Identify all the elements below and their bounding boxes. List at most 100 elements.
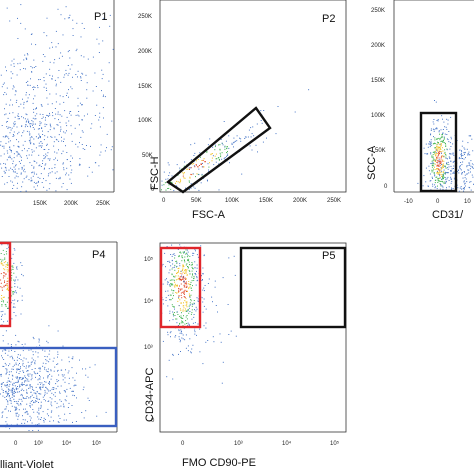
p1-point — [52, 46, 53, 48]
p3-point — [445, 126, 447, 128]
p3-point — [469, 162, 471, 164]
p1-point — [25, 124, 27, 125]
p5-point — [222, 277, 224, 279]
p1-point — [19, 155, 21, 157]
p4-point — [31, 374, 33, 376]
p4-point — [57, 330, 59, 332]
p4-point — [15, 413, 17, 415]
p4-point — [1, 416, 3, 418]
p3-point — [450, 170, 452, 171]
p4-point — [52, 387, 54, 388]
p1-point — [41, 182, 43, 183]
p4-point — [6, 384, 8, 385]
p1-point — [99, 154, 101, 156]
p1-point — [28, 120, 30, 122]
p3-point — [471, 138, 473, 140]
p3-point — [432, 156, 434, 158]
p2-point — [219, 149, 221, 151]
p2-point — [198, 189, 200, 191]
p1-point — [6, 70, 7, 72]
p3-point — [440, 160, 442, 162]
p5-point — [187, 309, 189, 311]
p4-point — [25, 411, 27, 413]
p1-point — [44, 56, 46, 58]
p3-point — [441, 166, 443, 168]
p3-point — [445, 167, 447, 169]
p4-point — [1, 384, 3, 386]
p4-point — [47, 368, 49, 370]
p1-point — [53, 127, 55, 129]
p4-point — [31, 387, 33, 389]
p5-point — [171, 260, 173, 262]
p4-point — [13, 248, 15, 250]
p5-point — [171, 283, 173, 285]
p4-point — [66, 395, 68, 397]
p3-point — [463, 181, 465, 183]
p3-point — [422, 185, 424, 187]
p4-point — [48, 361, 50, 363]
p4-point — [26, 380, 28, 382]
p4-point — [15, 276, 17, 278]
p4-point — [29, 384, 31, 385]
p4-point — [39, 398, 40, 400]
p4-point — [4, 257, 6, 259]
p1-point — [47, 136, 49, 138]
p1-point — [12, 160, 14, 162]
p2-point — [199, 152, 201, 154]
p2-xtick-250k: 250K — [327, 198, 341, 204]
p4-point — [2, 277, 4, 279]
p1-point — [67, 74, 69, 76]
p4-point — [1, 298, 3, 300]
p3-point — [449, 153, 451, 155]
p1-point — [11, 169, 13, 170]
p3-point — [450, 170, 452, 172]
p4-point — [64, 390, 66, 392]
p4-point — [35, 393, 37, 395]
p1-point — [59, 114, 61, 116]
p4-xlabel: lliant-Violet — [0, 459, 54, 471]
p5-point — [191, 280, 193, 282]
p1-point — [8, 138, 10, 140]
p1-point — [77, 97, 79, 99]
p3-point — [445, 146, 447, 147]
p3-point — [440, 167, 442, 169]
p3-point — [441, 134, 443, 136]
p1-point — [44, 123, 46, 125]
p3-point — [470, 171, 471, 173]
p4-point — [30, 349, 32, 351]
p3-point — [436, 188, 438, 190]
p5-point — [178, 338, 180, 340]
p4-point — [44, 366, 46, 368]
p5-point — [189, 311, 191, 312]
p1-point — [24, 118, 26, 120]
p5-point — [173, 295, 174, 297]
p4-point — [48, 390, 50, 392]
p1-point — [27, 125, 29, 127]
p5-point — [186, 323, 188, 324]
p1-point — [108, 62, 110, 64]
p5-point — [173, 312, 175, 313]
p1-point — [72, 76, 73, 78]
p4-point — [35, 376, 36, 378]
p4-point — [7, 320, 8, 322]
p4-point — [50, 416, 52, 418]
p4-point — [11, 349, 12, 351]
p1-point — [52, 115, 54, 117]
p5-point — [205, 322, 207, 324]
p4-point — [29, 387, 31, 389]
p1-point — [25, 82, 27, 83]
p1-point — [66, 95, 67, 96]
p1-point — [104, 96, 106, 98]
p4-point — [57, 385, 59, 387]
p1-point — [98, 52, 100, 53]
p5-point — [172, 284, 174, 286]
p4-point — [72, 358, 74, 360]
p4-point — [2, 357, 3, 359]
p4-point — [28, 365, 30, 367]
p1-point — [32, 117, 34, 119]
p3-point — [436, 146, 438, 148]
p5-point — [167, 261, 169, 262]
p3-point — [427, 146, 429, 148]
p2-point — [249, 145, 251, 147]
p3-point — [440, 137, 442, 139]
